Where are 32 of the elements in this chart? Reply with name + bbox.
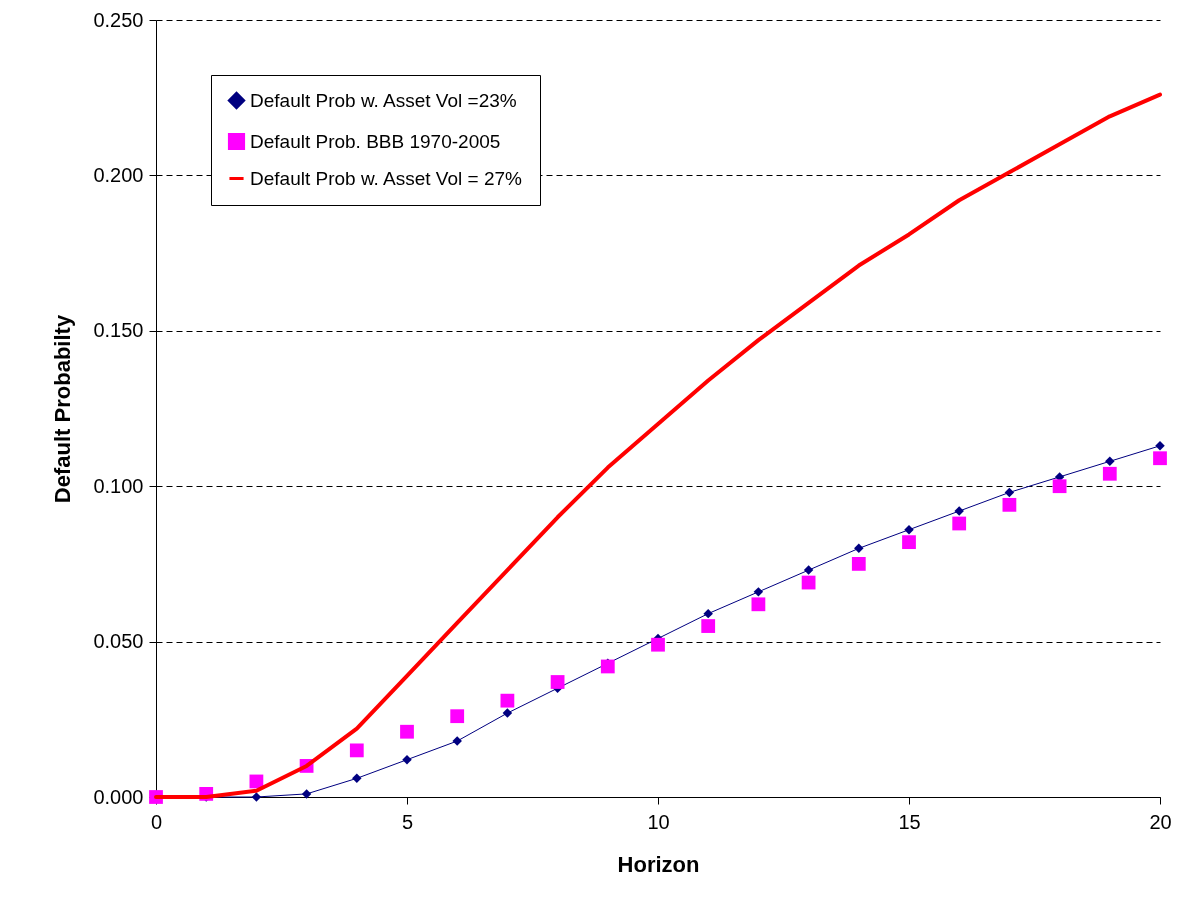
point <box>400 724 414 739</box>
y-tick-label: 0.250 <box>93 8 144 31</box>
point <box>952 516 967 531</box>
y-tick-label: 0.200 <box>93 163 144 186</box>
legend-label: Default Prob w. Asset Vol = 27% <box>250 167 523 189</box>
point <box>1102 466 1117 481</box>
point <box>751 597 766 612</box>
x-tick-label: 10 <box>647 810 670 833</box>
point <box>902 535 916 550</box>
x-tick-label: 20 <box>1149 810 1172 833</box>
x-tick-label: 15 <box>898 810 921 833</box>
point <box>851 557 866 571</box>
point <box>1052 479 1067 494</box>
legend-label: Default Prob w. Asset Vol =23% <box>250 89 517 111</box>
x-tick-label: 5 <box>401 810 414 833</box>
point <box>600 659 615 674</box>
point <box>550 675 565 689</box>
point <box>450 709 465 724</box>
y-tick-label: 0.050 <box>93 630 144 653</box>
point <box>1002 497 1017 512</box>
y-tick-label: 0.100 <box>93 474 144 497</box>
y-tick-label: 0.000 <box>93 785 144 808</box>
point <box>349 743 364 758</box>
point <box>500 693 515 708</box>
legend-label: Default Prob. BBB 1970-2005 <box>250 130 501 152</box>
point <box>651 637 665 652</box>
point <box>701 619 716 633</box>
y-axis-title: Default Probabilty <box>50 314 76 504</box>
y-tick-label: 0.150 <box>93 319 144 342</box>
x-tick-label: 0 <box>150 810 163 833</box>
point <box>1153 451 1167 466</box>
x-axis-title: Horizon <box>617 851 700 877</box>
